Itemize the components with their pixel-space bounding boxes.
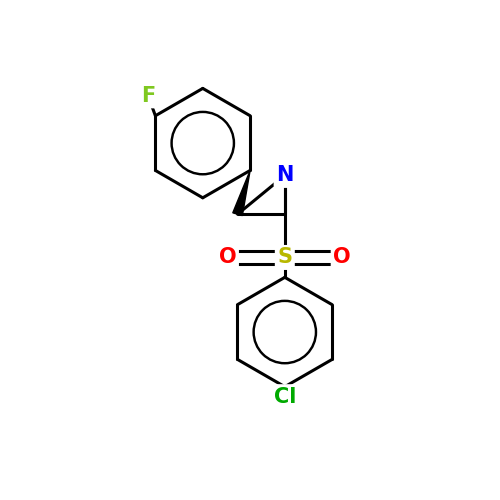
Text: F: F <box>141 86 155 106</box>
Text: S: S <box>278 248 292 268</box>
Text: O: O <box>219 248 236 268</box>
Text: N: N <box>276 166 293 186</box>
Text: O: O <box>333 248 351 268</box>
Polygon shape <box>233 170 250 216</box>
Text: Cl: Cl <box>274 386 296 406</box>
